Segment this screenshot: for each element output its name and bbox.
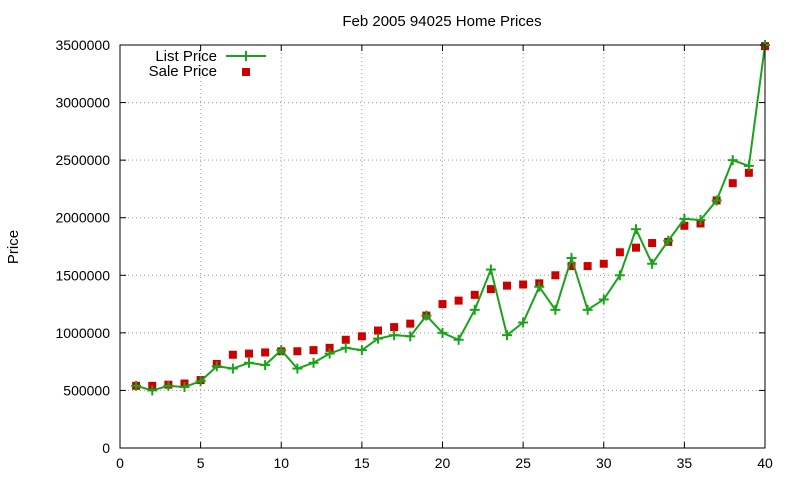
- sale-price-point: [744, 168, 753, 177]
- list-price-line: [135, 44, 766, 392]
- y-tick-label: 1000000: [55, 325, 110, 341]
- list-price-point: [227, 363, 238, 374]
- sale-price-point: [503, 281, 511, 290]
- x-tick-label: 25: [515, 455, 531, 471]
- list-price-point: [356, 345, 367, 356]
- x-tick-label: 15: [354, 455, 370, 471]
- list-price-point: [550, 304, 561, 315]
- legend-label-list-price: List Price: [155, 48, 217, 65]
- list-price-point: [373, 333, 383, 344]
- list-price-point: [631, 224, 641, 235]
- sale-price-point: [228, 350, 237, 359]
- list-price-point: [453, 334, 464, 345]
- x-tick-label: 30: [596, 455, 612, 471]
- x-tick-label: 20: [435, 455, 451, 471]
- plot-frame: [119, 44, 766, 449]
- y-tick-label: 1500000: [55, 267, 110, 283]
- list-price-point: [743, 160, 754, 171]
- x-tick-label: 35: [677, 455, 693, 471]
- sale-price-point: [583, 262, 592, 271]
- list-price-point: [727, 155, 738, 166]
- sale-price-point: [470, 290, 479, 299]
- sale-price-point: [599, 259, 608, 268]
- list-price-point: [260, 360, 271, 371]
- list-price-point: [340, 342, 351, 353]
- sale-price-point: [454, 296, 463, 305]
- y-tick-label: 3500000: [55, 37, 110, 53]
- sale-price-point: [357, 332, 366, 341]
- list-price-point: [276, 345, 287, 356]
- sale-price-point: [374, 326, 382, 335]
- legend-marker-list-price: [241, 51, 251, 61]
- list-price-point: [485, 264, 496, 275]
- x-tick-label: 0: [116, 455, 124, 471]
- sale-price-point: [615, 248, 624, 257]
- chart-title: Feb 2005 94025 Home Prices: [342, 13, 541, 30]
- y-tick-label: 0: [102, 440, 110, 456]
- x-tick-label: 10: [273, 455, 289, 471]
- x-tick-label: 40: [757, 455, 773, 471]
- sale-price-point: [325, 343, 334, 352]
- sale-price-point: [390, 323, 399, 332]
- list-price-point: [582, 304, 593, 315]
- sale-price-point: [567, 262, 576, 271]
- y-tick-label: 2000000: [55, 210, 110, 226]
- list-price-point: [163, 380, 174, 391]
- series-list-price: [131, 40, 770, 396]
- list-price-point: [179, 381, 190, 392]
- list-price-point: [147, 385, 158, 396]
- list-price-point: [695, 215, 706, 226]
- y-tick-label: 500000: [63, 382, 110, 398]
- sale-price-point: [519, 280, 528, 289]
- list-price-point: [469, 304, 480, 315]
- list-price-point: [437, 327, 448, 338]
- sale-price-point: [406, 319, 415, 328]
- list-price-point: [405, 331, 416, 342]
- sale-price-point: [680, 221, 689, 230]
- list-price-point: [566, 253, 577, 264]
- x-tick-label: 5: [197, 455, 205, 471]
- sale-price-point: [245, 349, 253, 358]
- sale-price-point: [438, 300, 447, 309]
- sale-price-point: [261, 348, 270, 357]
- y-tick-label: 2500000: [55, 152, 110, 168]
- list-price-point: [244, 357, 254, 368]
- list-price-point: [195, 376, 206, 387]
- list-price-point: [711, 195, 722, 206]
- list-price-point: [679, 213, 690, 224]
- sale-price-point: [648, 239, 657, 248]
- legend-label-sale-price: Sale Price: [149, 63, 217, 80]
- legend-plus-marker: [241, 51, 251, 61]
- sale-price-point: [341, 335, 350, 344]
- sale-price-point: [309, 346, 318, 355]
- list-price-point: [647, 258, 658, 269]
- list-price-point: [614, 270, 625, 281]
- sale-price-point: [293, 347, 302, 356]
- list-price-point: [131, 380, 142, 391]
- list-price-point: [518, 317, 529, 328]
- list-price-point: [502, 330, 512, 341]
- list-price-point: [663, 235, 674, 246]
- legend-marker-sale-price: [242, 68, 250, 76]
- sale-price-point: [632, 243, 640, 252]
- list-price-point: [421, 310, 432, 321]
- list-price-point: [389, 330, 400, 341]
- y-tick-label: 3000000: [55, 95, 110, 111]
- list-price-point: [292, 363, 303, 374]
- sale-price-point: [486, 285, 495, 294]
- list-price-point: [308, 357, 319, 368]
- list-price-point: [598, 294, 609, 305]
- sale-price-point: [728, 179, 737, 188]
- y-axis-label: Price: [5, 230, 22, 264]
- sale-price-point: [551, 271, 560, 280]
- legend: List Price Sale Price: [149, 48, 266, 80]
- list-price-point: [534, 281, 545, 292]
- list-price-point: [211, 361, 222, 372]
- list-price-point: [324, 348, 335, 359]
- tick-layer: 0 5 10 15 20 25 30 35 40 0 500000 1000000 1500000 200…: [55, 37, 773, 471]
